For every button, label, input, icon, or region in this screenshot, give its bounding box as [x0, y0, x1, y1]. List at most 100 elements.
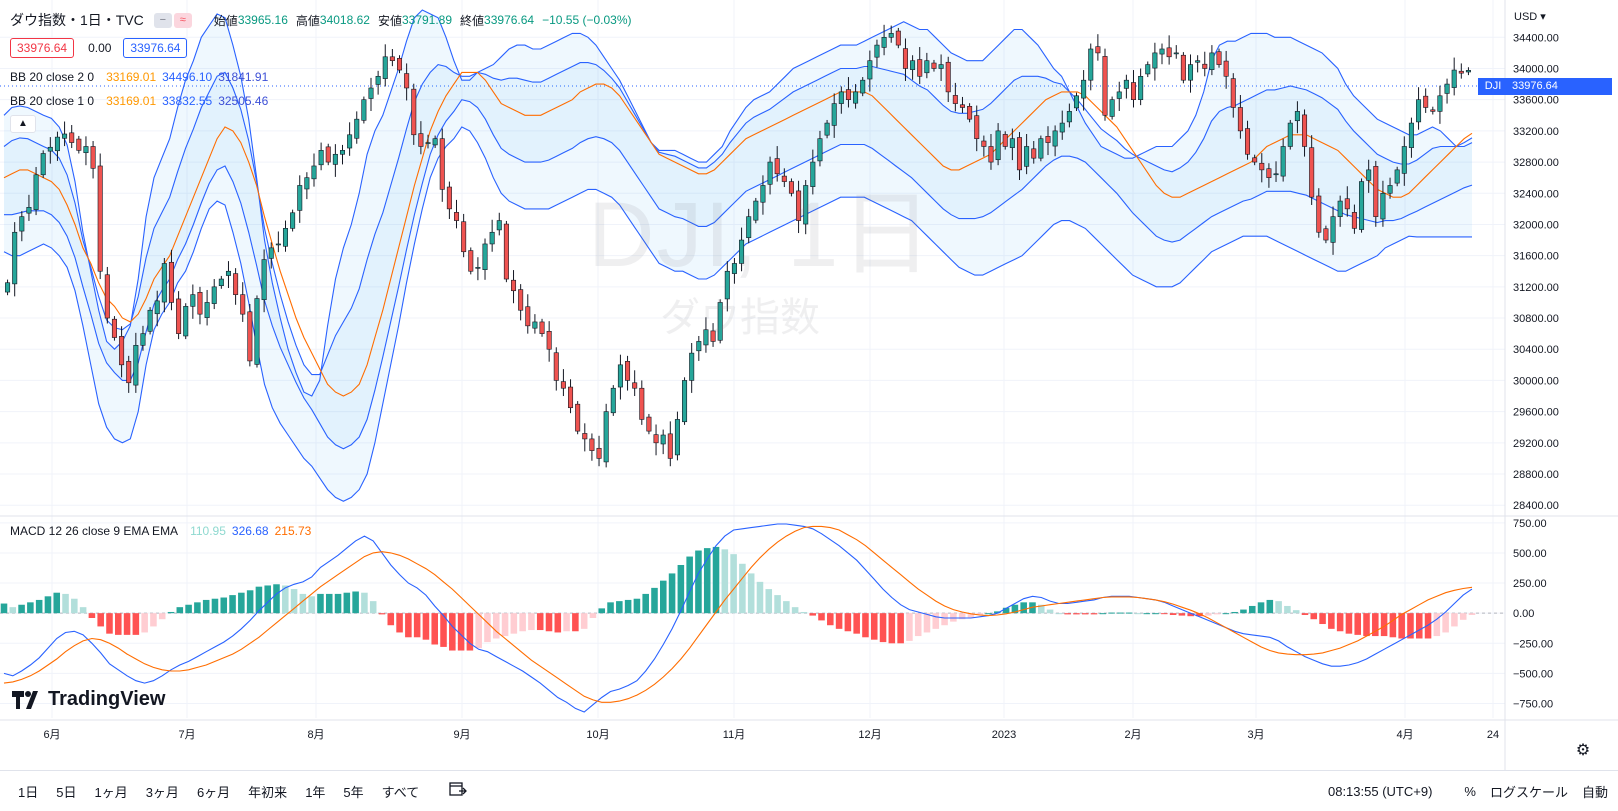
macd-tick-label: 750.00 [1513, 518, 1547, 530]
chart-canvas[interactable]: 34400.00 34000.00 33600.00 33200.00 32800.00… [0, 0, 1618, 770]
candle-body [1223, 60, 1229, 77]
range-1d-button[interactable]: 1日 [18, 784, 39, 800]
macd-histogram-bar [695, 550, 702, 614]
ticker-tag: DJI [1478, 78, 1508, 95]
candle [952, 82, 958, 112]
candle [176, 291, 182, 340]
candle-body [974, 115, 980, 139]
tradingview-logo-icon [12, 690, 42, 709]
buy-price-box[interactable]: 33976.64 [123, 38, 188, 58]
range-5y-button[interactable]: 5年 [343, 784, 364, 800]
candle [1209, 45, 1215, 76]
range-all-button[interactable]: すべて [381, 784, 420, 800]
candle [33, 166, 39, 216]
candle [282, 220, 288, 252]
sell-price-box[interactable]: 33976.64 [10, 38, 75, 58]
macd-histogram-bar [1424, 613, 1432, 639]
candle [867, 50, 873, 92]
candle-body [1344, 198, 1350, 210]
macd-histogram-bar [1345, 613, 1353, 634]
currency-selector[interactable]: USD ▾ [1514, 11, 1546, 23]
macd-histogram-bar [888, 613, 896, 644]
candle-body [261, 259, 267, 301]
macd-histogram-bar [563, 613, 570, 632]
candle-body [1423, 95, 1429, 108]
candle [97, 153, 103, 280]
macd-histogram-bar [1389, 613, 1397, 638]
candle-body [218, 278, 224, 286]
macd-histogram-bar [185, 604, 192, 614]
range-ytd-button[interactable]: 年初来 [248, 784, 288, 800]
macd-histogram-bar [1328, 613, 1335, 629]
candle-body [368, 87, 374, 99]
collapse-legend-chevron-icon[interactable]: ▲ [10, 115, 36, 133]
bb1-upper: 33832.55 [162, 94, 213, 108]
bb2-legend[interactable]: BB 20 close 2 0 33169.01 34496.10 31841.… [10, 70, 274, 84]
range-1m-button[interactable]: 1ヶ月 [94, 784, 128, 800]
auto-scale-button[interactable]: 自動 [1581, 785, 1608, 800]
candle [860, 77, 866, 97]
time-tick-label: 8月 [307, 729, 324, 741]
macd-histogram-bar [985, 613, 992, 615]
candle [411, 83, 417, 145]
macd-histogram-bar [730, 554, 737, 614]
range-3m-button[interactable]: 3ヶ月 [145, 784, 179, 800]
clock-timezone[interactable]: 08:13:55 (UTC+9) [1327, 784, 1433, 799]
candle-body [111, 318, 117, 338]
macd-histogram-bar [1336, 613, 1344, 632]
compare-chip-icon[interactable]: − [153, 12, 172, 28]
candle-body [767, 161, 773, 185]
macd-histogram-bar [123, 613, 131, 635]
range-6m-button[interactable]: 6ヶ月 [196, 784, 231, 800]
candle [703, 317, 709, 353]
range-1y-button[interactable]: 1年 [305, 784, 326, 800]
symbol-title[interactable]: ダウ指数・1日・TVC [10, 12, 144, 28]
candle-body [233, 273, 239, 295]
candle [639, 380, 645, 425]
wave-chip-icon[interactable]: ≈ [173, 12, 192, 28]
candle-body [482, 243, 488, 270]
price-tick-label: 34400.00 [1513, 32, 1559, 44]
candle [810, 149, 816, 195]
candle-body [1159, 48, 1165, 55]
time-tick-label: 11月 [723, 729, 745, 741]
candle [489, 219, 495, 252]
tradingview-logo[interactable]: TradingView [12, 688, 165, 711]
candle [5, 279, 11, 296]
candle [1465, 67, 1471, 76]
high-label: 高値 [295, 13, 320, 28]
bb1-legend[interactable]: BB 20 close 1 0 33169.01 33832.55 32505.… [10, 94, 274, 108]
candle [1123, 74, 1129, 99]
macd-histogram-bar [800, 611, 808, 614]
macd-histogram-bar [1046, 609, 1054, 614]
candle-body [1152, 52, 1158, 69]
price-tick-label: 29600.00 [1513, 407, 1559, 419]
macd-histogram-bar [1108, 612, 1115, 614]
chart-area[interactable]: 34400.00 34000.00 33600.00 33200.00 32800.00… [0, 0, 1618, 770]
percent-scale-button[interactable]: % [1464, 784, 1476, 799]
macd-histogram-bar [783, 601, 790, 614]
time-tick-label: 3月 [1247, 729, 1264, 741]
candle [1024, 133, 1030, 175]
bollinger-band-lines [3, 9, 1473, 502]
candle-body [97, 165, 103, 272]
candle-body [133, 345, 139, 386]
candle-body [610, 387, 616, 414]
log-scale-button[interactable]: ログスケール [1489, 785, 1568, 800]
candle-body [1287, 122, 1293, 147]
range-5d-button[interactable]: 5日 [56, 784, 77, 800]
time-tick-label: 9月 [453, 729, 470, 741]
macd-histogram-bar [158, 613, 166, 620]
candle [1188, 54, 1194, 93]
calendar-goto-icon[interactable] [449, 781, 468, 801]
candle-body [824, 122, 830, 136]
chart-settings-gear-icon[interactable]: ⚙ [1575, 742, 1591, 759]
candle-body [332, 153, 338, 165]
candle [632, 370, 638, 397]
macd-histogram-bar [950, 613, 957, 622]
macd-tick-label: 500.00 [1513, 548, 1547, 560]
macd-legend[interactable]: MACD 12 26 close 9 EMA EMA 110.95 326.68… [10, 524, 317, 538]
candle-body [183, 306, 189, 337]
candle-body [1166, 47, 1172, 58]
macd-histogram-bar [1319, 613, 1326, 625]
